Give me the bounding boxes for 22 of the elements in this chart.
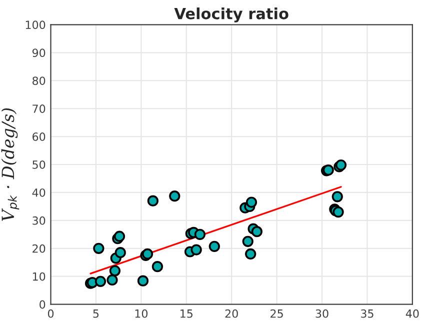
y-tick-label: 0 — [40, 300, 46, 309]
y-tick-label: 80 — [32, 76, 46, 85]
y-tick-label: 40 — [32, 188, 46, 197]
chart-title: Velocity ratio — [174, 8, 288, 22]
x-tick-label: 15 — [180, 310, 192, 318]
y-tick-label: 30 — [32, 216, 46, 225]
x-tick-label: 35 — [360, 309, 374, 318]
x-tick-label: 40 — [406, 309, 419, 318]
y-tick-label: 20 — [32, 244, 46, 253]
x-tick-label: 10 — [135, 309, 148, 318]
y-tick-label: 10 — [32, 272, 46, 281]
x-tick-label: 20 — [225, 309, 238, 318]
y-tick-label: 50 — [32, 160, 46, 169]
y-axis-title: V$_{pk}$ · D(deg/s) — [1, 108, 20, 221]
y-tick-label: 70 — [32, 104, 46, 113]
y-tick-label: 60 — [32, 132, 46, 141]
x-tick-label: 5 — [93, 310, 99, 318]
x-tick-label: 30 — [316, 309, 328, 318]
y-tick-label: 100 — [26, 20, 46, 30]
y-tick-label: 90 — [32, 48, 46, 58]
x-tick-label: 0 — [48, 309, 54, 318]
x-tick-label: 25 — [270, 309, 283, 318]
